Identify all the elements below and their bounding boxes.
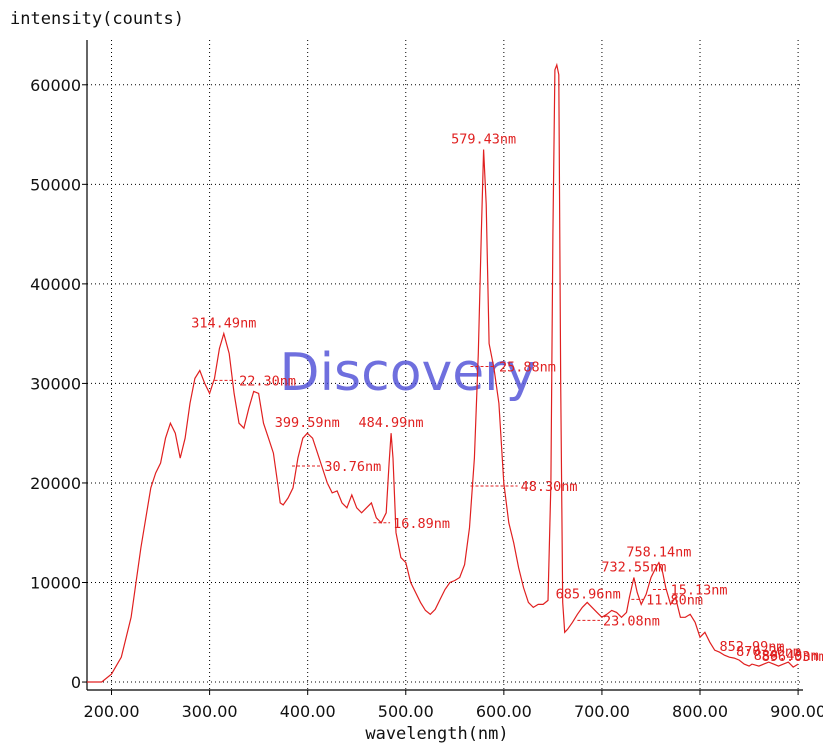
y-tick-label: 30000 [30, 374, 81, 393]
x-axis-ticks: 200.00 300.00 400.00 500.00 600.00 700.00 800.… [84, 690, 823, 721]
peak-label: 579.43nm [451, 131, 516, 147]
peak-label: 852.99nm [719, 639, 784, 655]
peak-label: 484.99nm [359, 415, 424, 431]
y-tick-label: 50000 [30, 175, 81, 194]
x-tick-label: 900.00 [770, 702, 823, 721]
x-tick-label: 200.00 [84, 702, 140, 721]
peak-label: 870.26nm [736, 644, 801, 660]
peak-label: 16.89nm [393, 516, 450, 532]
x-tick-label: 800.00 [672, 702, 728, 721]
peak-label: 732.55nm [601, 560, 666, 576]
peak-label: 15.13nm [671, 582, 728, 598]
peak-label: 888.43nm [754, 648, 819, 664]
y-tick-label: 10000 [30, 573, 81, 592]
peak-label: 399.59nm [275, 415, 340, 431]
x-tick-label: 500.00 [378, 702, 434, 721]
peak-label: 314.49nm [191, 316, 256, 332]
x-tick-label: 300.00 [182, 702, 238, 721]
peak-label: 896.03nm [762, 649, 823, 665]
peak-label: 48.30nm [521, 479, 578, 495]
y-tick-label: 40000 [30, 275, 81, 294]
peak-label: 11.80nm [646, 592, 703, 608]
peak-label: 22.30nm [239, 373, 296, 389]
watermark: Discovery [280, 343, 537, 403]
fwhm-markers [214, 365, 668, 621]
grid-lines [87, 40, 803, 690]
peak-label: 23.08nm [603, 613, 660, 629]
y-axis-ticks: 0 10000 20000 30000 40000 50000 60000 [30, 76, 87, 692]
y-tick-label: 0 [71, 673, 81, 692]
x-tick-label: 400.00 [280, 702, 336, 721]
peak-label: 758.14nm [626, 545, 691, 561]
peak-label: 25.88nm [499, 359, 556, 375]
x-tick-label: 700.00 [574, 702, 630, 721]
intensity-series-line [87, 62, 799, 683]
y-tick-label: 60000 [30, 76, 81, 95]
y-axis-title: intensity(counts) [10, 9, 184, 29]
peak-label: 685.96nm [556, 586, 621, 602]
x-tick-label: 600.00 [476, 702, 532, 721]
peak-annotations: 314.49nm 22.30nm 399.59nm 30.76nm 484.99nm 16… [191, 131, 823, 665]
peak-label: 30.76nm [324, 459, 381, 475]
axes [86, 40, 803, 691]
x-axis-title: wavelength(nm) [365, 724, 508, 744]
y-tick-label: 20000 [30, 474, 81, 493]
